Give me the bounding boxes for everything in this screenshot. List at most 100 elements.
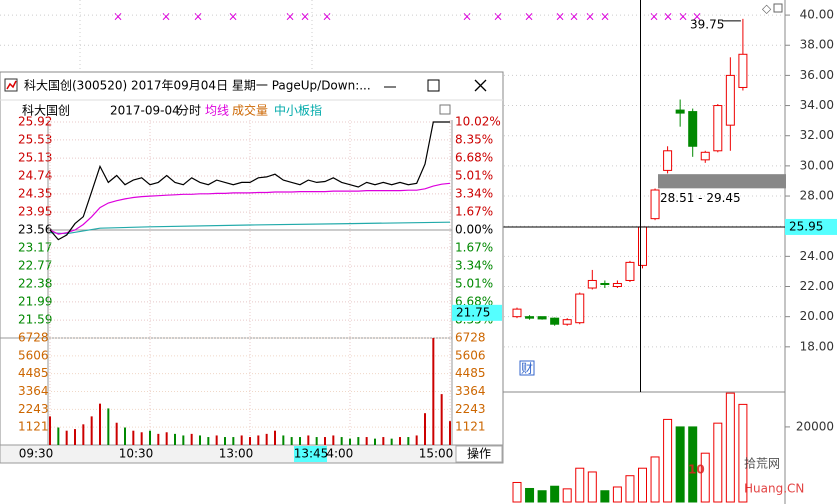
maximize-button[interactable] <box>427 79 440 92</box>
high-label: 39.75 <box>690 17 724 31</box>
mode: 分时 <box>177 104 201 118</box>
close-button[interactable] <box>474 79 487 92</box>
candle-body <box>537 316 547 320</box>
volume-tick-label-right: 5606 <box>455 348 486 362</box>
y-tick-label: 24.74 <box>18 169 52 183</box>
y-tick-label: 23.95 <box>18 205 52 219</box>
volume-tick-label: 3364 <box>18 384 49 398</box>
volume-bar <box>265 433 268 445</box>
volume-bar <box>407 437 410 445</box>
y2-tick-label: 8.35% <box>455 133 493 147</box>
volume-bar <box>207 437 210 445</box>
y-tick-label: 25.13 <box>18 151 52 165</box>
price-line <box>49 121 450 241</box>
icon-diamond[interactable]: ◇ <box>762 2 772 16</box>
volume-tick-label-right: 2243 <box>455 402 486 416</box>
watermark: 10 拾荒网 Huang.CN <box>688 456 804 496</box>
candle-body <box>713 105 723 152</box>
y2-tick-label: 3.34% <box>455 259 493 273</box>
volume-bar <box>115 422 118 445</box>
candle-body <box>625 261 635 281</box>
badge: 财 <box>521 362 533 376</box>
y-tick-label: 24.00 <box>800 249 834 263</box>
x-tick-label: 10:30 <box>119 447 154 461</box>
y-tick-label: 28.00 <box>800 189 834 203</box>
y2-tick-label: 0.00% <box>455 223 493 237</box>
volume-bar <box>612 486 622 503</box>
volume-bar <box>315 437 318 445</box>
volume-bar <box>324 437 326 445</box>
volume-tick-label-right: 3364 <box>455 384 486 398</box>
legend-volume[interactable]: 成交量 <box>232 103 268 118</box>
volume-tick-label: 4485 <box>18 366 49 380</box>
volume-bar <box>725 392 735 503</box>
y-tick-label: 25.53 <box>18 132 52 146</box>
volume-bar <box>638 467 647 503</box>
y-tick-label: 21.99 <box>18 294 52 308</box>
candle-body <box>525 316 535 319</box>
event-marker: × <box>678 10 688 24</box>
legend-index[interactable]: 中小板指 <box>274 103 322 118</box>
candle-body <box>725 74 735 126</box>
gap-band <box>658 174 786 189</box>
candle-body <box>638 226 647 266</box>
volume-bar <box>140 432 143 445</box>
event-marker: × <box>692 10 702 24</box>
volume-bar <box>157 433 160 445</box>
volume-bar <box>90 416 93 445</box>
candle-body <box>562 319 572 325</box>
cursor-box <box>452 304 502 321</box>
volume-bar <box>600 490 610 503</box>
volume-bar <box>74 429 76 445</box>
event-marker: × <box>600 10 610 24</box>
event-marker: × <box>663 10 673 24</box>
icon-square[interactable] <box>773 3 783 13</box>
volume-bar <box>224 437 226 445</box>
volume-bar <box>107 408 110 445</box>
volume-bar <box>332 435 335 445</box>
action-button[interactable] <box>455 445 503 463</box>
volume-bar <box>512 481 522 503</box>
y-tick-label: 18.00 <box>800 339 834 353</box>
event-marker: × <box>300 10 310 24</box>
y-tick-label: 40.00 <box>800 8 834 22</box>
volume-bar <box>257 435 260 445</box>
volume-bar <box>424 413 426 445</box>
date: 2017-09-04 <box>110 104 180 118</box>
volume-bar <box>357 437 360 445</box>
cursor-box <box>785 218 837 235</box>
x-tick-label: 13:00 <box>219 447 254 461</box>
restore-icon[interactable] <box>439 104 451 115</box>
window-frame <box>0 71 504 464</box>
volume-bar <box>290 437 293 445</box>
volume-bar <box>149 430 151 445</box>
volume-tick-label: 20000 <box>796 419 834 433</box>
volume-bar <box>240 435 243 445</box>
y-tick-label: 25.92 <box>18 115 52 129</box>
event-marker: × <box>649 10 659 24</box>
volume-bar <box>449 421 451 445</box>
y-tick-label: 24.35 <box>18 186 52 200</box>
volume-bar <box>650 456 660 503</box>
volume-bar <box>663 418 673 503</box>
event-marker: × <box>462 10 472 24</box>
legend-average[interactable]: 均线 <box>205 104 229 118</box>
watermark-name: 拾荒网 <box>744 456 780 471</box>
volume-bar <box>700 452 710 503</box>
y2-tick-label: 3.34% <box>455 187 493 201</box>
time-axis-bar <box>0 444 504 464</box>
y-tick-label: 34.00 <box>800 98 834 112</box>
volume-bar <box>57 427 60 445</box>
y-tick-label: 22.00 <box>800 279 834 293</box>
y2-tick-label: 1.67% <box>455 205 493 219</box>
candle-body <box>550 317 560 325</box>
event-marker: × <box>161 10 171 24</box>
volume-bar <box>399 437 401 445</box>
volume-bar <box>415 435 418 445</box>
candle-body <box>600 282 610 285</box>
y2-tick-label: 10.02% <box>455 115 501 129</box>
action-label[interactable]: 操作 <box>467 446 491 461</box>
y-tick-label: 22.38 <box>18 277 52 291</box>
volume-bar <box>232 437 235 445</box>
volume-bar <box>349 438 351 445</box>
